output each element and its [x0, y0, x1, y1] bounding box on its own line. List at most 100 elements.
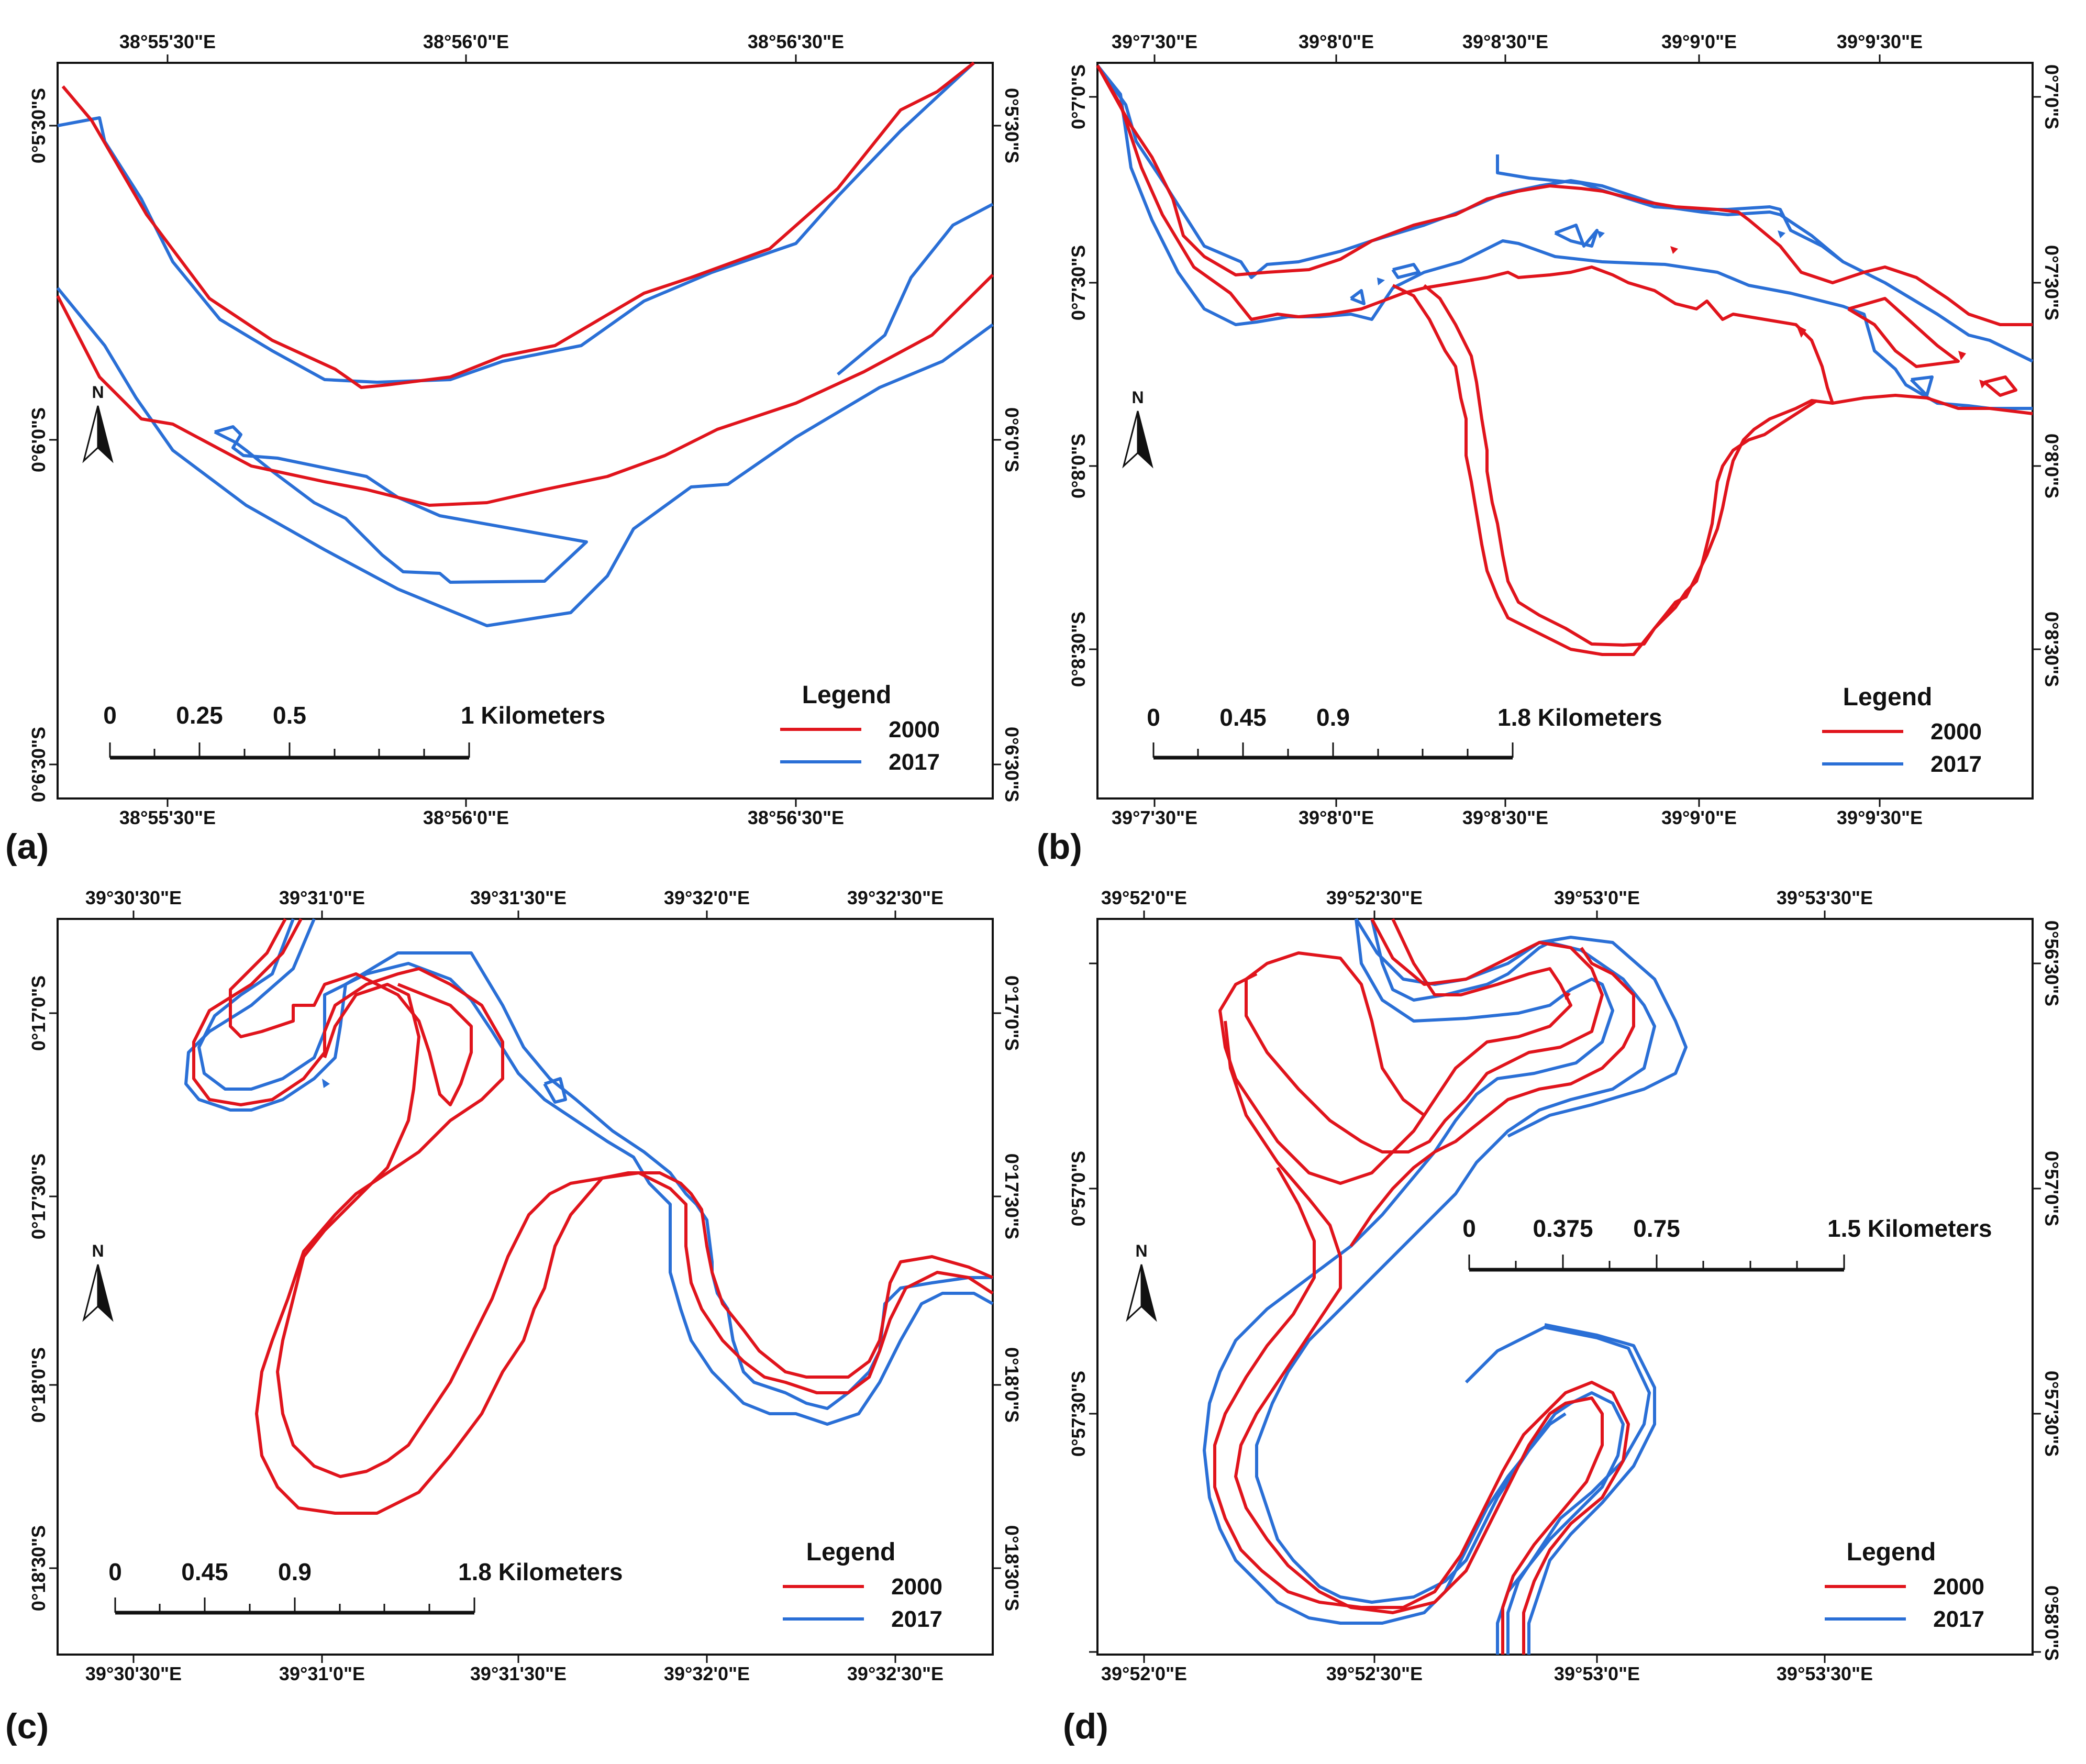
panel-b-2017-islet-2: [1391, 263, 1421, 279]
panel-b-river-2000: [1096, 64, 2033, 656]
panel-d-lon-top-2: 39°53'0"E: [1554, 887, 1640, 908]
panel-c-lon-bottom-4: 39°32'30"E: [847, 1663, 944, 1684]
panel-c-north-arrow: N: [82, 1241, 114, 1322]
panel-d-2000-loop-inner: [1224, 1020, 1604, 1655]
panel-b-2000-islet-2: [1983, 375, 2017, 397]
panel-b-legend: Legend 2000 2017: [1822, 683, 1982, 777]
panel-b-lon-bottom-3: 39°9'0"E: [1661, 807, 1737, 828]
panel-c-lon-top-1: 39°31'0"E: [279, 887, 365, 908]
panel-d-scale-3: 1.5 Kilometers: [1827, 1215, 1992, 1242]
panel-c-2017-outer-bank: [184, 918, 993, 1410]
panel-c-lon-top-0: 39°30'30"E: [85, 887, 182, 908]
panel-c-legend-2000: 2000: [891, 1574, 942, 1600]
panel-c-river-2017: [184, 918, 994, 1426]
panel-d-lat-left-1: 0°57'0"S: [1068, 1151, 1089, 1226]
panel-d-2000-upper-b: [1218, 918, 1572, 1185]
panel-d-2017-lower-outer: [1527, 1323, 1656, 1655]
panel-b-2000-islet-5: [1958, 351, 1966, 360]
panel-a-2000-south-bank: [56, 273, 994, 507]
panel-b-2017-islet-3: [1350, 289, 1366, 305]
panel-b-scale-2: 0.9: [1316, 704, 1350, 731]
panel-d-scale-0: 0: [1462, 1215, 1476, 1242]
panel-a-lat-ticks-left: 0°5'30"S 0°6'0"S 0°6'30"S: [28, 88, 58, 802]
panel-b-scale-3: 1.8 Kilometers: [1497, 704, 1662, 731]
panel-c-2017-islet-2: [322, 1079, 330, 1088]
panel-d: 39°52'0"E 39°52'30"E 39°53'0"E 39°53'30"…: [1063, 887, 2062, 1746]
panel-b-2000-oxbow-inner: [1423, 284, 1818, 647]
panel-d-scale-2: 0.75: [1633, 1215, 1680, 1242]
panel-a-scale-3: 1 Kilometers: [461, 702, 605, 729]
panel-c: 39°30'30"E 39°31'0"E 39°31'30"E 39°32'0"…: [5, 887, 1023, 1746]
panel-c-lat-left-3: 0°18'30"S: [28, 1525, 49, 1611]
panel-b-2000-channel-upper: [1424, 265, 1834, 404]
panel-c-lat-left-2: 0°18'0"S: [28, 1347, 49, 1423]
north-arrow-icon: [97, 405, 114, 463]
panel-a-label: (a): [5, 827, 49, 867]
panel-b-lon-top-1: 39°8'0"E: [1299, 31, 1374, 52]
panel-a-frame: [57, 62, 994, 800]
panel-a-scale-2: 0.5: [273, 702, 306, 729]
panel-b-lon-bottom-0: 39°7'30"E: [1112, 807, 1197, 828]
panel-a-scale-bar: 0 0.25 0.5 1 Kilometers: [103, 702, 605, 760]
panel-c-scale-2: 0.9: [278, 1558, 312, 1585]
panel-d-legend-2000: 2000: [1933, 1574, 1984, 1600]
panel-d-scale-bar: 0 0.375 0.75 1.5 Kilometers: [1462, 1215, 1992, 1272]
north-arrow-icon: [1137, 411, 1153, 469]
panel-a-lat-right-1: 0°6'0"S: [1001, 407, 1023, 472]
panel-a-lat-left-0: 0°5'30"S: [28, 88, 49, 163]
panel-b-lat-right-3: 0°8'30"S: [2041, 612, 2062, 687]
panel-b-2017-islet-5: [1778, 230, 1785, 238]
panel-a-river-2017: [56, 61, 994, 627]
panel-b-lat-right-0: 0°7'0"S: [2041, 64, 2062, 129]
panel-d-lon-bottom-3: 39°53'30"E: [1777, 1663, 1873, 1684]
panel-b-lat-left-3: 0°8'30"S: [1068, 612, 1089, 687]
north-arrow-icon: [97, 1264, 114, 1322]
panel-d-legend: Legend 2000 2017: [1825, 1538, 1984, 1632]
panel-c-scale-0: 0: [108, 1558, 122, 1585]
panel-d-legend-2017: 2017: [1933, 1606, 1984, 1632]
panel-c-scale-3: 1.8 Kilometers: [458, 1558, 623, 1585]
panel-b-lat-right-2: 0°8'0"S: [2041, 434, 2062, 498]
panel-c-lat-right-1: 0°17'30"S: [1001, 1153, 1023, 1239]
panel-d-scale-1: 0.375: [1533, 1215, 1593, 1242]
panel-b-2000-oxbow-outer: [1392, 284, 2033, 656]
panel-c-lon-ticks-bottom: 39°30'30"E 39°31'0"E 39°31'30"E 39°32'0"…: [85, 1655, 944, 1684]
panel-a-2017-south-bank: [56, 287, 994, 627]
panel-a-2017-secondary: [837, 203, 994, 376]
panel-d-2000-loop-outer: [1213, 1167, 1630, 1655]
panel-b: 39°7'30"E 39°8'0"E 39°8'30"E 39°9'0"E 39…: [1037, 31, 2062, 867]
panel-a-north-arrow: N: [82, 383, 114, 463]
panel-b-legend-title: Legend: [1843, 683, 1933, 711]
panel-a-lon-bottom-0: 38°55'30"E: [119, 807, 216, 828]
panel-b-lat-left-2: 0°8'0"S: [1068, 434, 1089, 498]
panel-d-lon-top-3: 39°53'30"E: [1777, 887, 1873, 908]
panel-d-2017-upper-inner: [1255, 918, 1656, 1655]
panel-d-north-arrow: N: [1126, 1241, 1157, 1322]
panel-b-scale-bar: 0 0.45 0.9 1.8 Kilometers: [1147, 704, 1662, 760]
panel-d-lat-right-0: 0°56'30"S: [2041, 920, 2062, 1006]
panel-a-lat-right-2: 0°6'30"S: [1001, 727, 1023, 802]
panel-c-2000-lower-inner: [602, 1171, 994, 1394]
panel-c-lon-top-3: 39°32'0"E: [664, 887, 750, 908]
panel-c-lat-right-0: 0°17'0"S: [1001, 975, 1023, 1051]
panel-a-lon-bottom-2: 38°56'30"E: [748, 807, 844, 828]
panel-d-lon-top-1: 39°52'30"E: [1326, 887, 1423, 908]
panel-c-lat-left-0: 0°17'0"S: [28, 975, 49, 1051]
panel-b-2000-north-bank: [1096, 64, 2033, 326]
panel-b-lon-bottom-4: 39°9'30"E: [1837, 807, 1923, 828]
north-arrow-label: N: [1131, 388, 1144, 407]
panel-b-2017-island-loop: [1496, 154, 1844, 263]
north-arrow-icon: [82, 1264, 99, 1322]
panel-a-lat-right-0: 0°5'30"S: [1001, 88, 1023, 163]
panel-c-lon-top-2: 39°31'30"E: [470, 887, 567, 908]
panel-c-frame: [57, 918, 994, 1656]
panel-d-2000-islet: [1563, 991, 1571, 1000]
panel-b-scale-0: 0: [1147, 704, 1160, 731]
north-arrow-label: N: [92, 383, 104, 402]
panel-a-2017-north-bank: [57, 61, 975, 384]
panel-b-lat-ticks-left: 0°7'0"S 0°7'30"S 0°8'0"S 0°8'30"S: [1068, 64, 1097, 687]
panel-a-lon-top-0: 38°55'30"E: [119, 31, 216, 52]
panel-c-lon-bottom-3: 39°32'0"E: [664, 1663, 750, 1684]
panel-b-2000-islet-6: [1979, 380, 1987, 389]
